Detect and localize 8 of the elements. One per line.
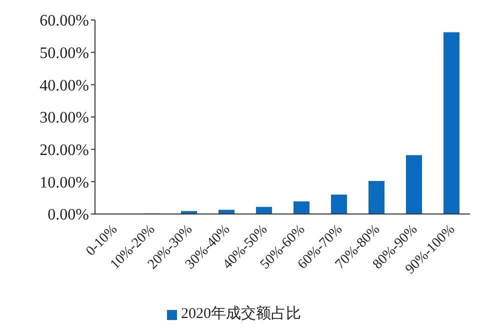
y-tick-label: 20.00% xyxy=(40,142,89,160)
y-tick-label: 50.00% xyxy=(40,45,89,62)
y-tick-label: 40.00% xyxy=(40,77,89,94)
y-tick-label: 10.00% xyxy=(40,174,89,192)
y-tick-label: 30.00% xyxy=(40,110,89,127)
legend-label: 2020年成交额占比 xyxy=(181,306,301,322)
y-tick-label: 60.00% xyxy=(40,12,89,30)
y-tick-label: 0.00% xyxy=(48,206,89,224)
